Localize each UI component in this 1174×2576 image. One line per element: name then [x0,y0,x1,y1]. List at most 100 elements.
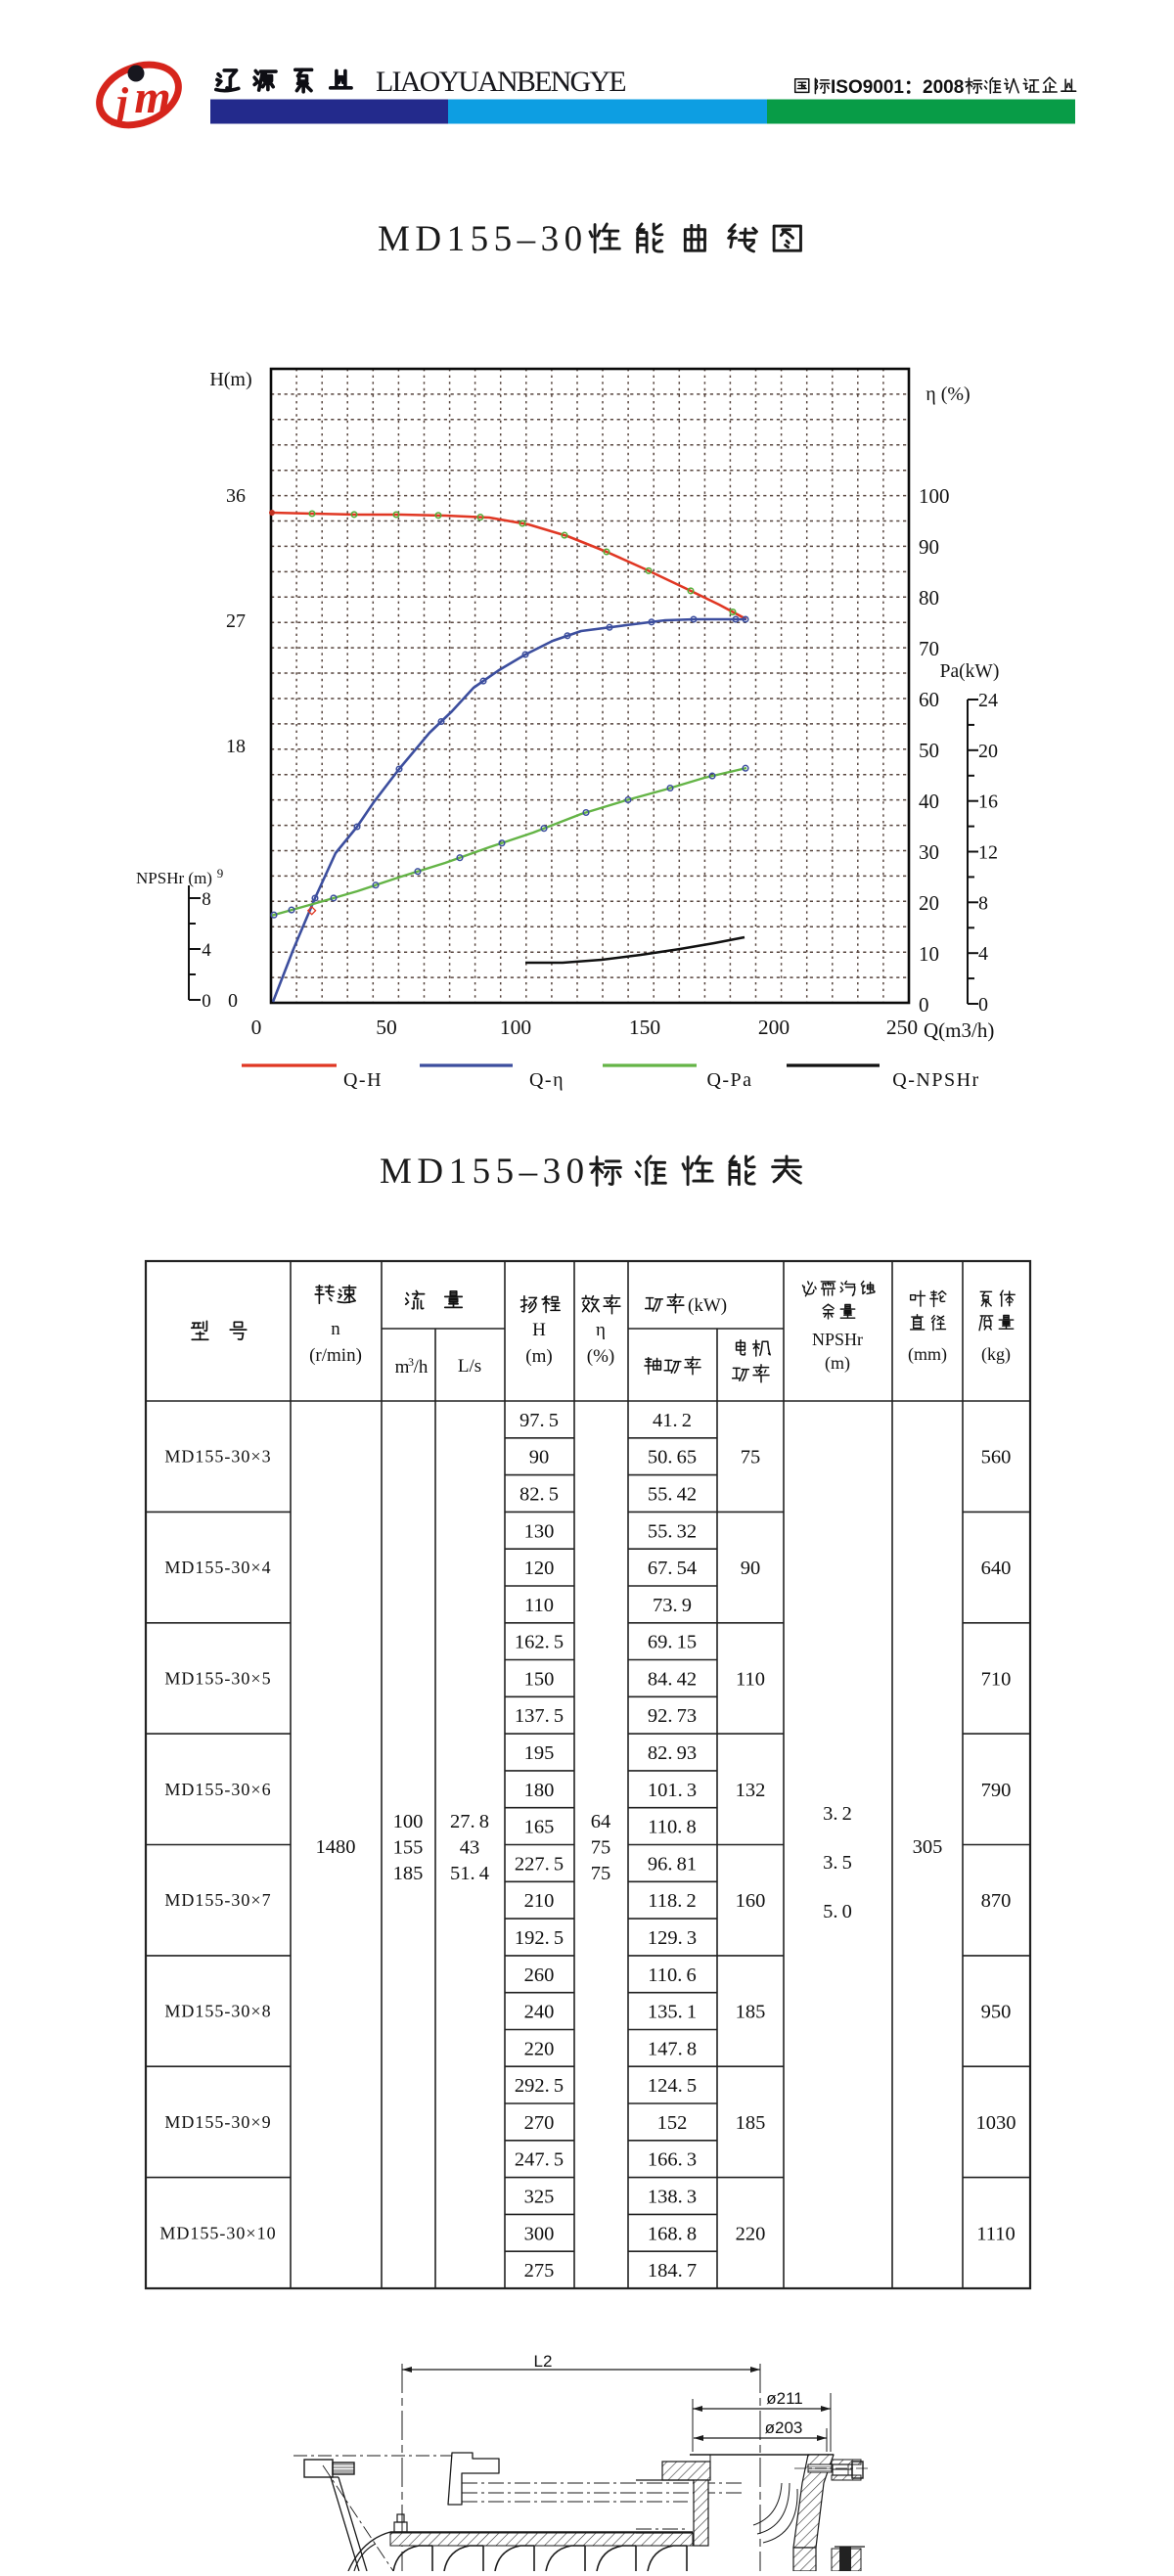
svg-text:100: 100 [393,1811,424,1832]
svg-text:135. 1: 135. 1 [648,2002,697,2023]
svg-text:3: 3 [408,1355,414,1369]
svg-text:90: 90 [741,1558,761,1579]
svg-text:640: 640 [981,1558,1012,1579]
svg-text:50: 50 [919,739,939,762]
svg-text:30: 30 [919,840,939,864]
svg-text:73. 9: 73. 9 [653,1595,692,1616]
svg-text:(mm): (mm) [908,1344,947,1365]
svg-text:(kg): (kg) [981,1344,1011,1365]
svg-text:292. 5: 292. 5 [515,2075,564,2097]
svg-text:8: 8 [978,892,988,914]
svg-text:90: 90 [919,535,939,559]
svg-text:9: 9 [217,866,224,881]
svg-text:MD155-30×9: MD155-30×9 [164,2112,271,2132]
svg-text:166. 3: 166. 3 [648,2149,697,2171]
svg-text:130: 130 [524,1520,555,1542]
svg-text:950: 950 [981,2002,1012,2023]
svg-text:192. 5: 192. 5 [515,1927,564,1949]
svg-text:H: H [532,1320,546,1340]
svg-text:560: 560 [981,1447,1012,1469]
svg-text:ISO9001：2008: ISO9001：2008 [831,77,964,98]
svg-text:8: 8 [202,889,211,910]
svg-text:152: 152 [657,2112,688,2134]
svg-text:160: 160 [736,1890,766,1912]
svg-text:MD155-30×3: MD155-30×3 [164,1447,271,1467]
svg-text:870: 870 [981,1890,1012,1912]
svg-text:50. 65: 50. 65 [648,1447,697,1469]
svg-text:138. 3: 138. 3 [648,2187,697,2208]
svg-text:20: 20 [919,891,939,915]
svg-text:82. 93: 82. 93 [648,1742,697,1764]
svg-text:Q-H: Q-H [343,1069,383,1091]
svg-text:60: 60 [919,688,939,711]
svg-text:55. 32: 55. 32 [648,1520,697,1542]
svg-text:92. 73: 92. 73 [648,1705,697,1727]
svg-text:137. 5: 137. 5 [515,1705,564,1727]
svg-text:(%): (%) [587,1346,614,1367]
svg-text:16: 16 [978,791,998,813]
svg-text:L2: L2 [534,2352,553,2371]
svg-text:75: 75 [591,1863,611,1884]
svg-text:0: 0 [919,993,929,1017]
svg-text:97. 5: 97. 5 [519,1410,559,1431]
svg-text:195: 195 [524,1742,555,1764]
svg-text:155: 155 [393,1837,424,1859]
svg-text:100: 100 [919,484,950,508]
svg-text:84. 42: 84. 42 [648,1668,697,1690]
svg-text:247. 5: 247. 5 [515,2149,564,2171]
svg-text:710: 710 [981,1668,1012,1690]
svg-text:240: 240 [524,2002,555,2023]
svg-text:220: 220 [524,2038,555,2059]
svg-text:MD155-30×10: MD155-30×10 [159,2223,276,2242]
svg-text:162. 5: 162. 5 [515,1632,564,1653]
svg-text:80: 80 [919,586,939,610]
svg-text:110: 110 [736,1668,765,1690]
svg-text:0: 0 [978,994,988,1016]
svg-text:790: 790 [981,1780,1012,1801]
svg-text:75: 75 [591,1837,611,1859]
svg-text:69. 15: 69. 15 [648,1632,697,1653]
svg-text:ø211: ø211 [766,2389,803,2408]
svg-text:H(m): H(m) [209,369,251,390]
svg-text:124. 5: 124. 5 [648,2075,697,2097]
svg-text:LIAOYUANBENGYE: LIAOYUANBENGYE [376,66,625,98]
svg-text:147. 8: 147. 8 [648,2038,697,2059]
svg-text:185: 185 [736,2002,766,2023]
svg-text:4: 4 [978,943,988,965]
svg-text:325: 325 [524,2187,555,2208]
svg-text:110. 8: 110. 8 [648,1817,696,1838]
svg-text:1030: 1030 [976,2112,1016,2134]
svg-text:168. 8: 168. 8 [648,2223,697,2244]
svg-text:41. 2: 41. 2 [653,1410,692,1431]
svg-text:260: 260 [524,1965,555,1986]
svg-text:129. 3: 129. 3 [648,1927,697,1949]
svg-text:Q-η: Q-η [529,1069,564,1091]
svg-text:12: 12 [978,842,998,864]
svg-text:1480: 1480 [316,1836,356,1858]
svg-text:90: 90 [529,1447,550,1469]
svg-text:MD155–30: MD155–30 [378,219,588,259]
svg-text:67. 54: 67. 54 [648,1558,697,1579]
svg-text:96. 81: 96. 81 [648,1853,697,1875]
svg-text:3. 5: 3. 5 [823,1852,852,1874]
svg-text:10: 10 [919,942,939,966]
svg-text:η (%): η (%) [926,384,970,405]
svg-text:43: 43 [460,1837,480,1859]
svg-text:MD155-30×5: MD155-30×5 [164,1668,271,1688]
svg-text:305: 305 [913,1836,943,1858]
svg-text:150: 150 [524,1668,555,1690]
svg-text:n: n [331,1319,340,1339]
svg-text:(r/min): (r/min) [309,1345,362,1366]
svg-text:55. 42: 55. 42 [648,1484,697,1506]
svg-text:300: 300 [524,2223,555,2244]
svg-text:3. 2: 3. 2 [823,1803,852,1825]
svg-text:4: 4 [202,940,211,961]
svg-text:185: 185 [736,2112,766,2134]
svg-text:20: 20 [978,741,998,762]
svg-text:110. 6: 110. 6 [648,1965,696,1986]
svg-text:118. 2: 118. 2 [648,1890,696,1912]
svg-text:/h: /h [414,1357,429,1378]
svg-text:70: 70 [919,637,939,660]
svg-text:5. 0: 5. 0 [823,1901,852,1922]
svg-text:132: 132 [736,1780,766,1801]
